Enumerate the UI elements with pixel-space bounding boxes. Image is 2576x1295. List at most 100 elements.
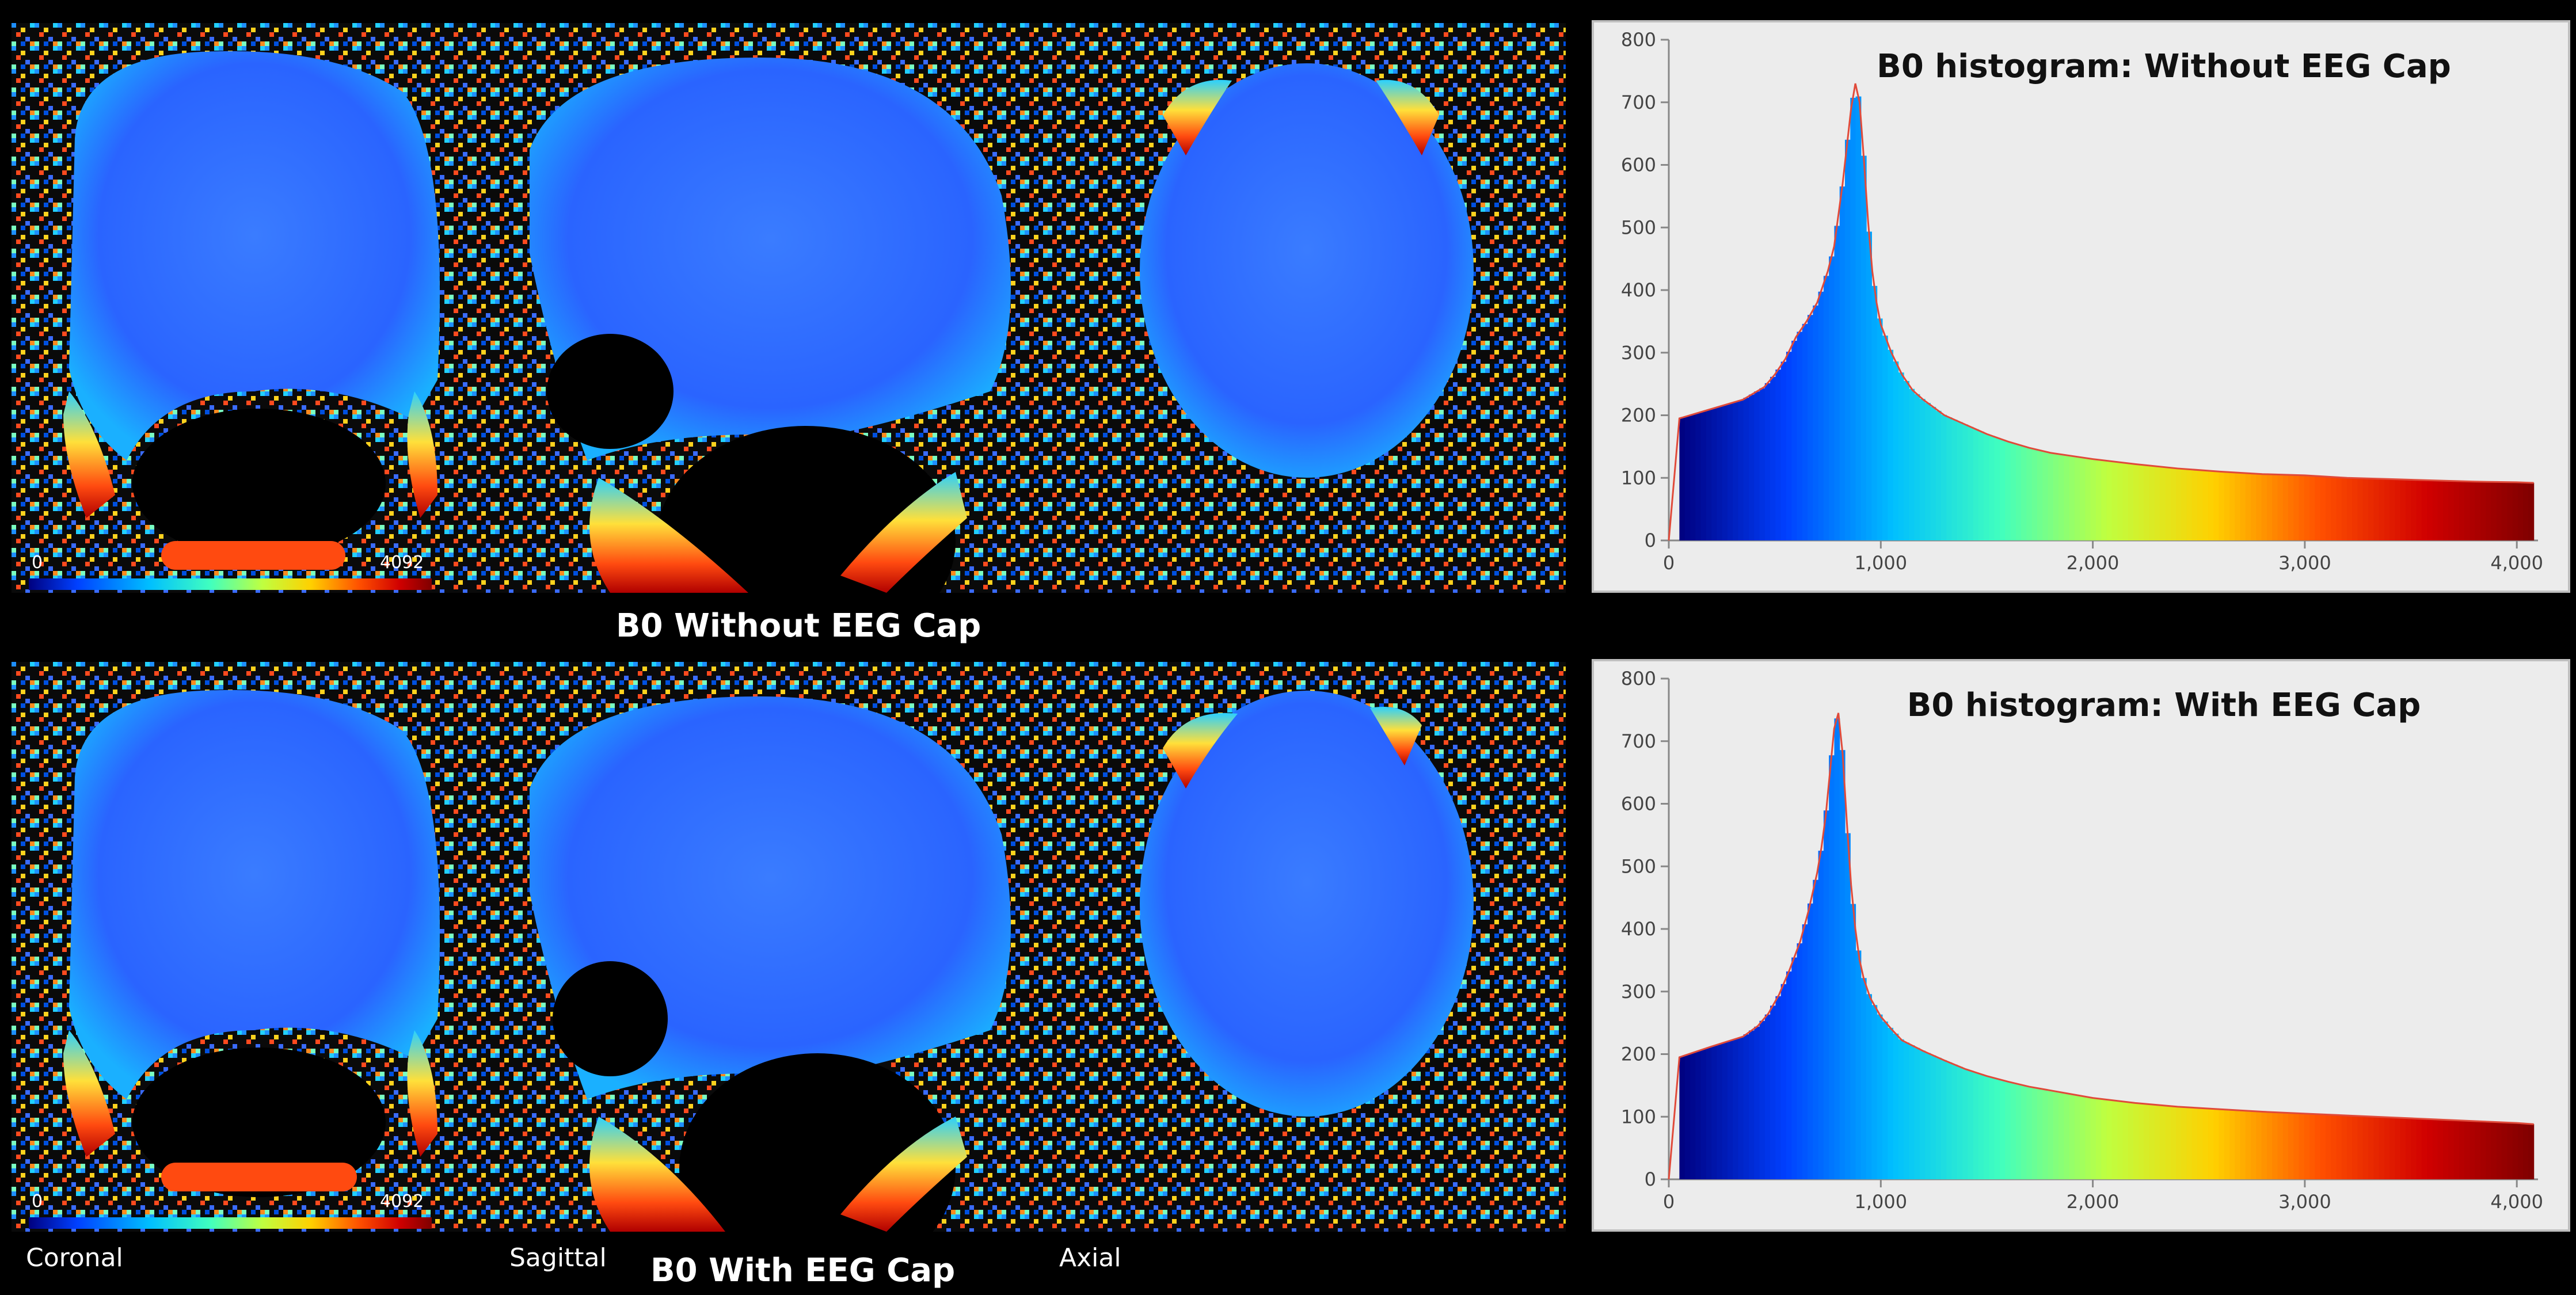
histogram-bar <box>1860 155 1867 540</box>
histogram-bar <box>2475 1121 2481 1179</box>
histogram-bar <box>2101 460 2107 540</box>
histogram-bar <box>1834 226 1840 540</box>
histogram-bar <box>1994 437 2000 540</box>
histogram-bar <box>1839 186 1846 540</box>
histogram-bar <box>2165 467 2171 540</box>
histogram-bar <box>2005 1081 2011 1179</box>
histogram-bar <box>2507 1122 2513 1179</box>
histogram-bar <box>2015 1084 2022 1179</box>
histogram-bar <box>1888 349 1894 540</box>
histogram-bar <box>2074 1095 2080 1179</box>
histogram-bar <box>2336 1115 2342 1179</box>
histogram-bar <box>1968 426 1974 540</box>
histogram-bar <box>2384 479 2390 540</box>
histogram-bar <box>2486 482 2492 540</box>
histogram-bar <box>1962 1069 1968 1179</box>
histogram-bar <box>1695 1051 1702 1179</box>
histogram-bar <box>2122 463 2129 540</box>
histogram-panel-without-cap: 0 100 200 300 400 500 600 700 800 0 1,000 2,000 3,00… <box>1592 20 2570 593</box>
histogram-bar <box>2021 446 2027 540</box>
histogram-bar <box>2442 481 2449 540</box>
histogram-bar <box>2229 472 2235 540</box>
y-tick-label: 0 <box>1645 530 1656 551</box>
histogram-bar <box>2170 468 2177 540</box>
histogram-bar <box>2031 449 2038 540</box>
histogram-bar <box>1957 422 1963 540</box>
histogram-bar <box>2320 476 2326 540</box>
histogram-bar <box>2331 477 2337 540</box>
caption-with-cap: B0 With EEG Cap <box>650 1252 956 1289</box>
histogram-bar <box>1893 361 1899 540</box>
mri-image-without-cap <box>12 23 1566 593</box>
histogram-bar <box>2010 1083 2016 1179</box>
histogram-bar <box>2095 1098 2102 1179</box>
histogram-bar <box>2202 470 2209 540</box>
histogram-bar <box>2341 1115 2347 1179</box>
histogram-bar <box>2448 481 2455 540</box>
histogram-bar <box>2139 464 2145 540</box>
histogram-bar <box>2309 475 2315 540</box>
y-tick-label: 0 <box>1645 1168 1656 1190</box>
histogram-bar <box>1780 984 1787 1179</box>
histogram-bar <box>2464 481 2470 540</box>
histogram-bar <box>2288 1113 2294 1179</box>
histogram-bar <box>1706 1047 1712 1179</box>
histogram-bar <box>2106 1100 2113 1179</box>
histogram-bar <box>1823 276 1829 540</box>
histogram-bar <box>2325 1114 2331 1179</box>
histogram-bar <box>2299 1113 2305 1179</box>
histogram-bar <box>2272 474 2278 540</box>
x-tick-label: 0 <box>1663 552 1675 574</box>
histogram-curve <box>1668 713 2534 1180</box>
histogram-bar <box>1877 318 1883 540</box>
histogram-bar <box>1823 810 1829 1179</box>
histogram-bar <box>2261 474 2267 540</box>
histogram-bar <box>2464 1121 2470 1179</box>
histogram-bar <box>2480 481 2486 540</box>
histogram-bar <box>2202 1108 2209 1179</box>
y-tick-label: 300 <box>1621 981 1656 1003</box>
histogram-bar <box>1700 411 1707 540</box>
histogram-bar <box>1978 1074 1984 1179</box>
histogram-bar <box>2149 466 2155 540</box>
histogram-bar <box>1946 417 1953 540</box>
histogram-bar <box>2427 1119 2433 1179</box>
histogram-bar <box>2373 478 2380 540</box>
histogram-bar <box>1770 376 1776 540</box>
colorbar-max-top: 4092 <box>380 553 424 573</box>
histogram-bar <box>1711 408 1717 540</box>
histogram-bar <box>2048 1090 2054 1179</box>
histogram-bar <box>2512 1122 2518 1179</box>
histogram-bar <box>2341 477 2347 540</box>
histogram-bar <box>2293 1113 2300 1179</box>
histogram-bar <box>2224 472 2230 540</box>
histogram-bar <box>1999 1080 2006 1179</box>
colorbar-min-top: 0 <box>32 553 43 573</box>
histogram-bar <box>2293 475 2300 540</box>
histogram-bar <box>2042 1089 2049 1179</box>
histogram-bar <box>1909 1045 1915 1179</box>
histogram-bar <box>1690 414 1696 540</box>
histogram-bar <box>2331 1115 2337 1179</box>
histogram-bar <box>2480 1121 2486 1179</box>
histogram-bar <box>1850 904 1856 1179</box>
histogram-bar <box>2459 481 2465 540</box>
histogram-bar <box>2523 482 2529 540</box>
histogram-bar <box>2048 452 2054 540</box>
x-tick-label: 4,000 <box>2490 552 2543 574</box>
histogram-bar <box>2512 482 2518 540</box>
histogram-bar <box>1813 879 1819 1179</box>
histogram-bar <box>1914 1048 1920 1179</box>
histogram-bar <box>1978 431 1984 540</box>
histogram-bar <box>2170 1106 2177 1179</box>
histogram-bar <box>2315 1114 2321 1179</box>
histogram-bar <box>2528 1123 2535 1179</box>
histogram-bar <box>1722 405 1728 540</box>
x-tick-label: 3,000 <box>2278 552 2331 574</box>
histogram-bar <box>2421 1119 2427 1179</box>
histogram-bar <box>2256 474 2262 540</box>
histogram-bar <box>2208 1109 2214 1179</box>
histogram-bar <box>1882 1021 1888 1179</box>
histogram-bar <box>2470 481 2476 540</box>
histogram-bar <box>1743 398 1749 540</box>
